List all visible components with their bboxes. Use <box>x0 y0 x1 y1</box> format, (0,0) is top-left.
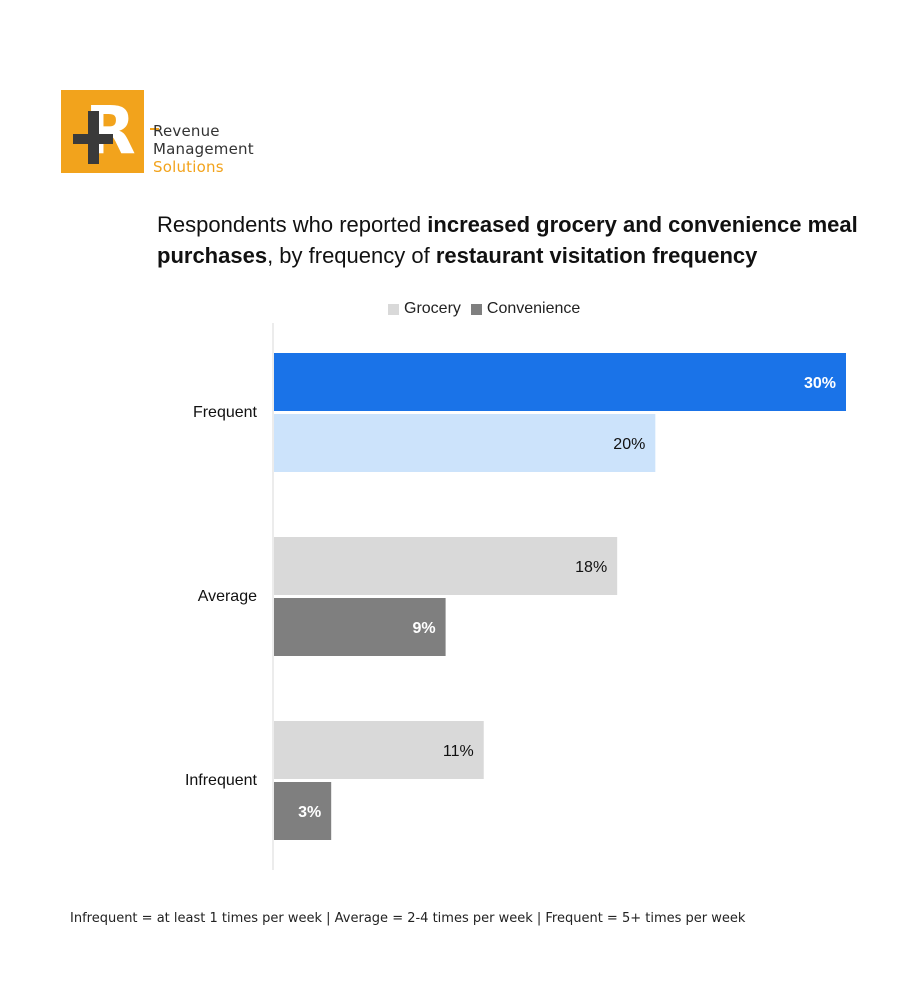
bar-frequent-convenience <box>274 353 846 411</box>
data-label-infrequent-convenience: 3% <box>298 804 321 821</box>
logo-line-3: Solutions <box>153 158 224 176</box>
logo-line-1: Revenue <box>153 122 220 140</box>
legend-swatch-convenience <box>470 303 482 315</box>
logo-mark: R <box>61 90 144 173</box>
data-label-frequent-grocery: 20% <box>613 436 645 453</box>
legend-swatch-grocery <box>388 303 399 315</box>
legend-label-convenience: Convenience <box>486 300 581 317</box>
category-labels-group: Frequent Average Infrequent <box>185 404 258 789</box>
logo-line-2: Management <box>153 140 254 158</box>
bars-group: 30% 20% 18% 9% 11% 3% <box>274 353 846 840</box>
category-label-frequent: Frequent <box>193 404 258 421</box>
legend-item-convenience: Convenience <box>470 300 581 318</box>
title-bold-2: restaurant visitation frequency <box>435 243 758 268</box>
bar-infrequent-convenience <box>274 782 332 840</box>
bar-average-convenience <box>274 598 446 656</box>
bar-frequent-grocery <box>274 414 656 472</box>
title-part-2: , by frequency of <box>267 243 436 268</box>
title-part-1: Respondents who reported <box>157 212 428 237</box>
data-label-frequent-convenience: 30% <box>804 375 836 392</box>
logo-wordmark: Revenue Management Solutions <box>153 122 254 176</box>
footnote: Infrequent = at least 1 times per week |… <box>70 911 746 926</box>
category-label-infrequent: Infrequent <box>185 772 258 789</box>
data-label-infrequent-grocery: 11% <box>443 743 474 760</box>
chart-legend: Grocery Convenience <box>388 300 590 318</box>
logo-plus-horizontal <box>73 134 113 144</box>
logo-accent-tick <box>150 128 159 130</box>
bar-infrequent-grocery <box>274 721 484 779</box>
legend-item-grocery: Grocery <box>388 300 461 318</box>
title-bold-1: increased grocery and convenience meal p… <box>157 212 858 268</box>
bar-average-grocery <box>274 537 618 595</box>
data-label-average-grocery: 18% <box>575 559 607 576</box>
brand-logo: R Revenue Management Solutions <box>61 90 271 180</box>
legend-label-grocery: Grocery <box>404 300 461 317</box>
chart-title: Respondents who reported increased groce… <box>157 209 877 271</box>
data-label-average-convenience: 9% <box>412 620 435 637</box>
category-label-average: Average <box>198 588 257 605</box>
